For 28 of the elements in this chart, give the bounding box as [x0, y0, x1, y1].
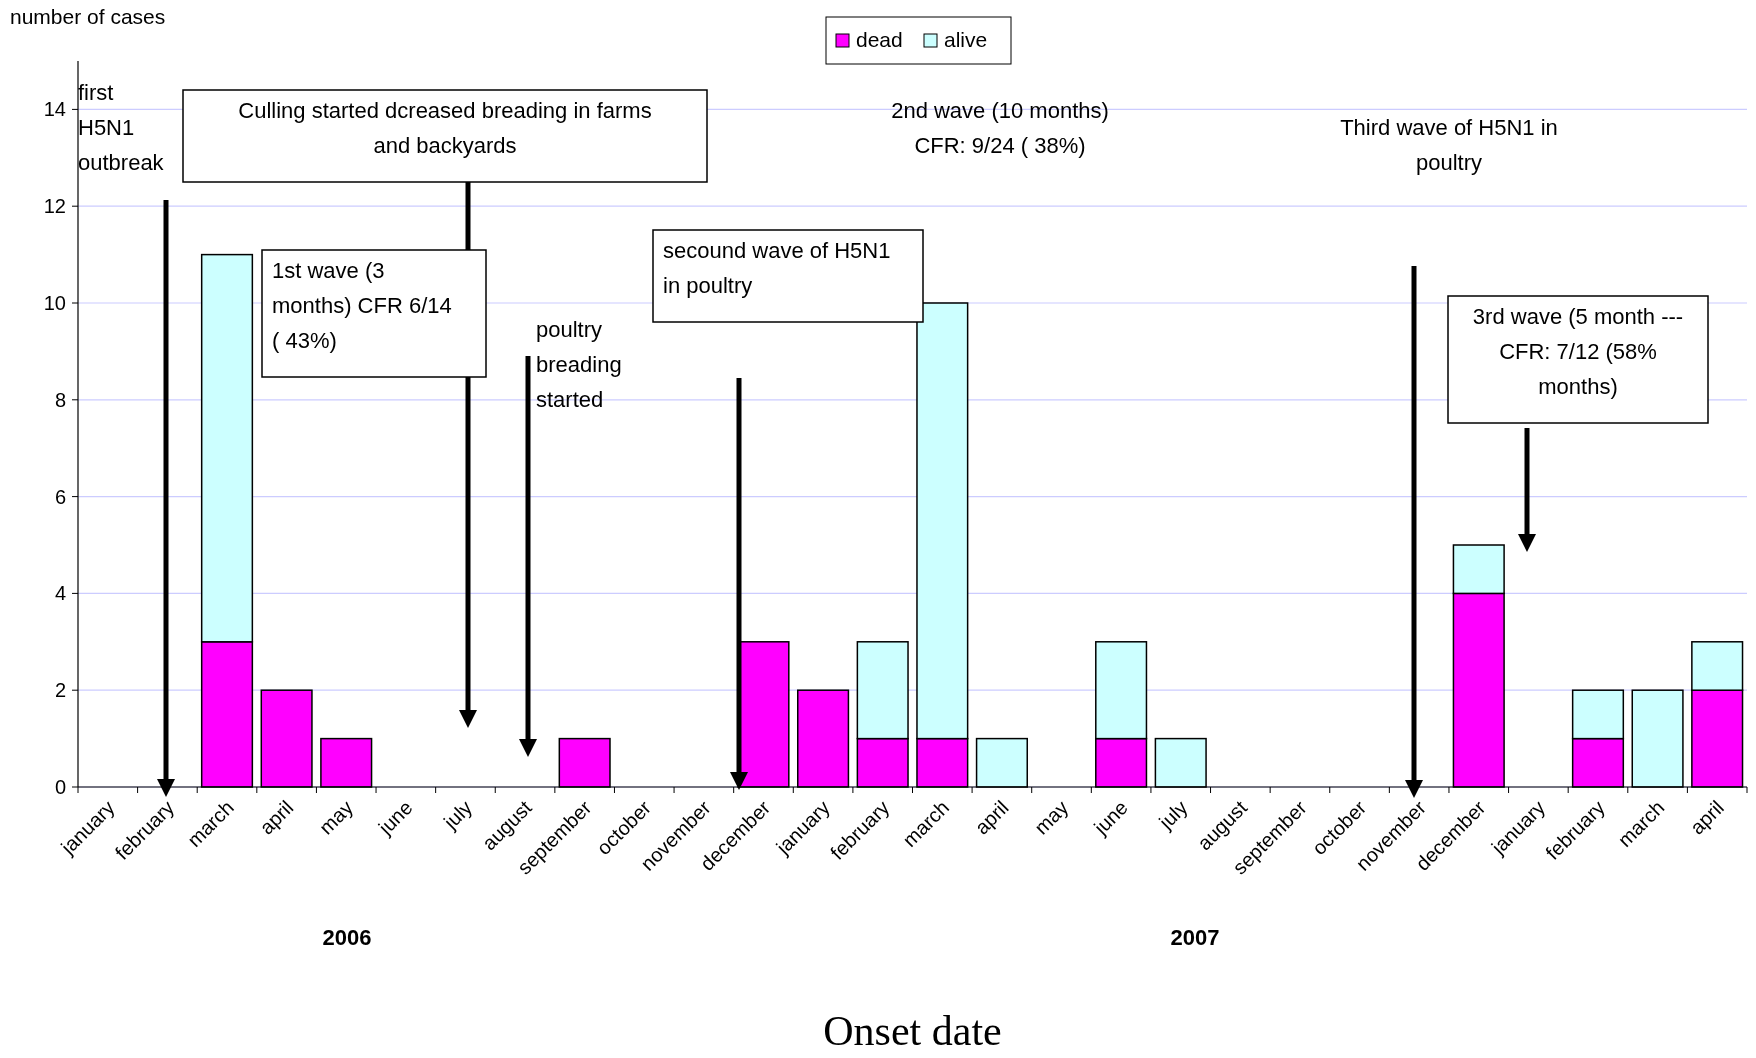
x-tick-label: may [314, 796, 358, 839]
y-tick-label: 10 [43, 292, 66, 314]
x-tick-label: july [438, 796, 477, 834]
y-tick-label: 14 [43, 98, 66, 121]
legend-label: alive [944, 28, 988, 51]
x-tick-label: may [1030, 796, 1073, 839]
x-tick-label: july [1154, 796, 1192, 834]
x-axis-title: Onset date [823, 1008, 1002, 1054]
annotation: 3rd wave (5 month --- CFR: 7/12 (58% months) [1472, 304, 1684, 399]
text: 2007 [1170, 925, 1220, 950]
y-tick-label: 12 [43, 195, 66, 218]
y-tick-label: 6 [54, 485, 66, 508]
y-tick-label: 4 [54, 582, 66, 605]
annotation: Culling started dcreased breading in farms and backyards [238, 98, 652, 158]
x-tick-label: april [970, 796, 1013, 839]
y-axis-title: number of cases [10, 5, 166, 28]
x-tick-label: april [1685, 796, 1729, 839]
annotation: secound wave of H5N1 in poultry [663, 238, 891, 298]
text: 2006 [322, 925, 372, 950]
annotation: Third wave of H5N1 in poultry [1340, 115, 1558, 175]
legend-label: dead [856, 28, 903, 51]
annotation: 1st wave (3 months) CFR 6/14 ( 43%) [272, 258, 452, 353]
annotation: poultry breading started [536, 317, 622, 412]
y-tick-label: 0 [54, 776, 66, 798]
y-tick-label: 8 [54, 388, 66, 411]
y-tick-label: 2 [54, 679, 66, 702]
x-tick-label: april [255, 796, 298, 839]
annotation: 2nd wave (10 months) CFR: 9/24 ( 38%) [891, 98, 1109, 158]
